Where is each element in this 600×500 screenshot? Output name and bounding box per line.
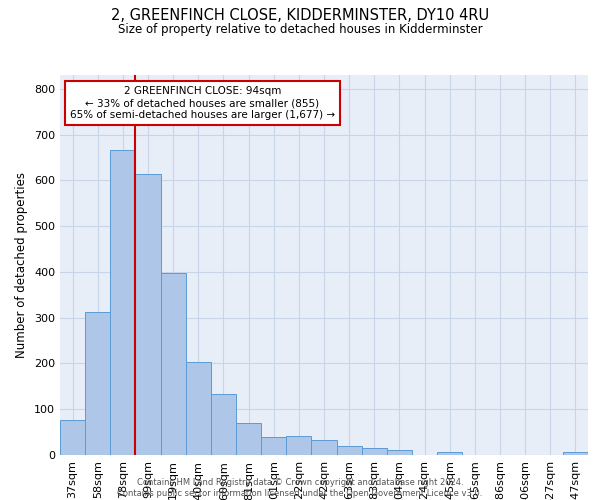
- Text: Contains HM Land Registry data © Crown copyright and database right 2024.
Contai: Contains HM Land Registry data © Crown c…: [118, 478, 482, 498]
- Y-axis label: Number of detached properties: Number of detached properties: [16, 172, 28, 358]
- Bar: [437, 452, 462, 455]
- Bar: [311, 440, 337, 455]
- Text: 2 GREENFINCH CLOSE: 94sqm
← 33% of detached houses are smaller (855)
65% of semi: 2 GREENFINCH CLOSE: 94sqm ← 33% of detac…: [70, 86, 335, 120]
- Text: Size of property relative to detached houses in Kidderminster: Size of property relative to detached ho…: [118, 22, 482, 36]
- Bar: [362, 448, 387, 455]
- Text: 2, GREENFINCH CLOSE, KIDDERMINSTER, DY10 4RU: 2, GREENFINCH CLOSE, KIDDERMINSTER, DY10…: [111, 8, 489, 22]
- Bar: [60, 420, 85, 455]
- Bar: [286, 436, 311, 455]
- Bar: [387, 450, 412, 455]
- Bar: [261, 436, 286, 455]
- Bar: [236, 424, 261, 455]
- Bar: [161, 273, 186, 455]
- Bar: [563, 452, 588, 455]
- Bar: [85, 312, 110, 455]
- Bar: [211, 394, 236, 455]
- Bar: [136, 174, 161, 455]
- Bar: [337, 446, 362, 455]
- Bar: [110, 150, 136, 455]
- Bar: [186, 362, 211, 455]
